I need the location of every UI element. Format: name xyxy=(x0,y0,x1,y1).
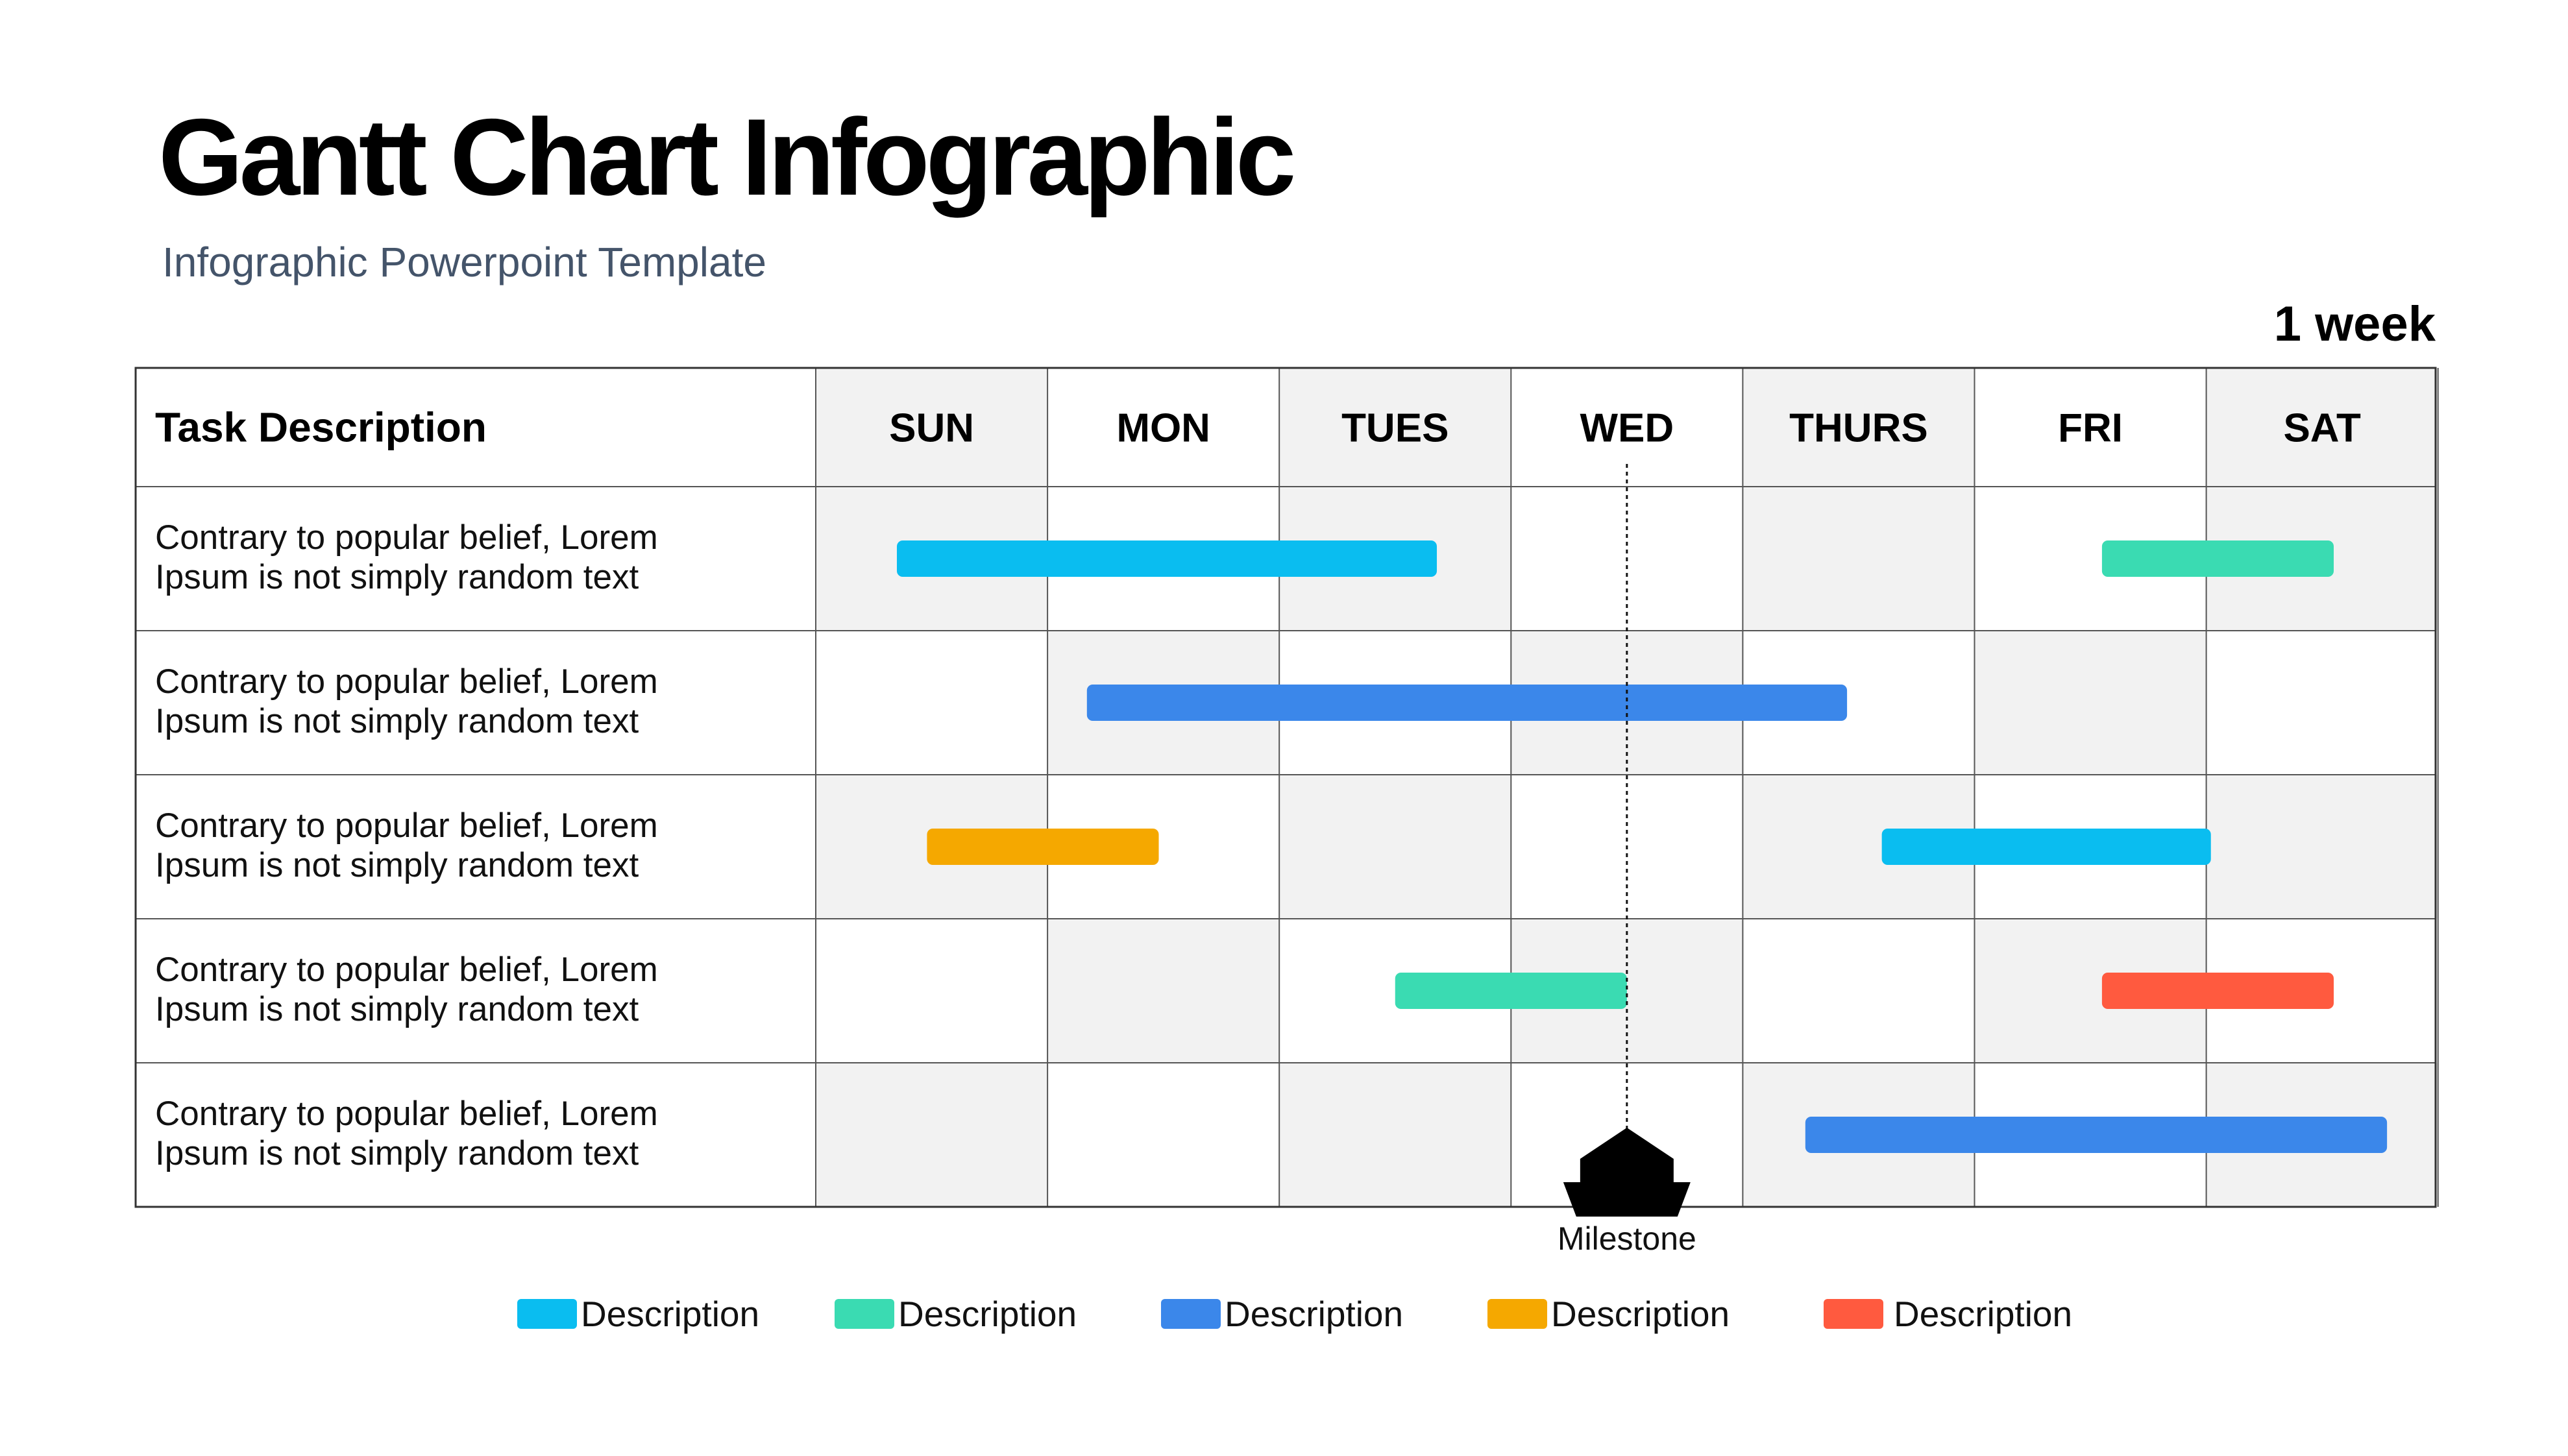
legend-label: Description xyxy=(1551,1294,1730,1334)
day-label-sat: SAT xyxy=(2283,406,2361,451)
task-bar xyxy=(1881,829,2211,865)
grid-cell-shaded xyxy=(1047,919,1280,1063)
day-label-fri: FRI xyxy=(2058,406,2123,451)
grid-cell-shaded xyxy=(816,1063,1048,1207)
task-bar xyxy=(2101,973,2334,1009)
legend-swatch xyxy=(1161,1299,1221,1329)
day-label-tues: TUES xyxy=(1341,406,1449,451)
task-column-header: Task Description xyxy=(155,404,487,451)
task-bar xyxy=(1086,685,1848,721)
legend-item: Description xyxy=(835,1291,1077,1337)
task-description: Contrary to popular belief, Lorem xyxy=(155,951,658,989)
legend-swatch xyxy=(1487,1299,1547,1329)
task-description: Ipsum is not simply random text xyxy=(155,558,639,596)
day-label-sun: SUN xyxy=(889,406,974,451)
day-label-thurs: THURS xyxy=(1789,406,1928,451)
milestone-label: Milestone xyxy=(1558,1220,1696,1257)
legend-swatch xyxy=(517,1299,577,1329)
task-description: Ipsum is not simply random text xyxy=(155,990,639,1028)
task-description: Ipsum is not simply random text xyxy=(155,846,639,884)
task-bar xyxy=(1805,1117,2388,1153)
task-description: Ipsum is not simply random text xyxy=(155,1134,639,1172)
day-label-mon: MON xyxy=(1116,406,1210,451)
task-bar xyxy=(2101,540,2334,577)
grid-cell-shaded xyxy=(1279,1063,1511,1207)
page-subtitle: Infographic Powerpoint Template xyxy=(162,239,766,285)
task-description: Contrary to popular belief, Lorem xyxy=(155,662,658,701)
legend-label: Description xyxy=(898,1294,1077,1334)
grid-cell-shaded xyxy=(1279,775,1511,919)
legend-item: Description xyxy=(1824,1291,2072,1337)
header-cell-shaded xyxy=(1279,368,1511,487)
legend-item: Description xyxy=(1161,1291,1403,1337)
milestone-marker xyxy=(1563,1128,1691,1217)
legend-item: Description xyxy=(1487,1291,1730,1337)
header-cell-shaded xyxy=(2206,368,2438,487)
task-bar xyxy=(927,829,1159,865)
legend-item: Description xyxy=(517,1291,759,1337)
grid-cell-shaded xyxy=(1743,487,1975,631)
task-description: Ipsum is not simply random text xyxy=(155,702,639,740)
task-bar xyxy=(1395,973,1627,1009)
table-border xyxy=(134,367,2437,1208)
legend-swatch xyxy=(1824,1299,1883,1329)
grid-cell-shaded xyxy=(2206,775,2438,919)
task-description: Contrary to popular belief, Lorem xyxy=(155,518,658,557)
legend-swatch xyxy=(835,1299,894,1329)
page-title: Gantt Chart Infographic xyxy=(158,96,1296,218)
task-description: Contrary to popular belief, Lorem xyxy=(155,807,658,845)
legend-label: Description xyxy=(1225,1294,1404,1334)
duration-label: 1 week xyxy=(2273,297,2436,352)
grid-cell-shaded xyxy=(1974,631,2207,775)
task-description: Contrary to popular belief, Lorem xyxy=(155,1095,658,1133)
header-cell-shaded xyxy=(816,368,1048,487)
header-cell-shaded xyxy=(1743,368,1975,487)
legend: Description Description Description Descrip… xyxy=(0,1291,2568,1337)
legend-label: Description xyxy=(1894,1294,2073,1334)
gantt-chart: Task Description SUN MON TUES WED THURS FRI SAT… xyxy=(134,367,2439,1257)
legend-label: Description xyxy=(581,1294,760,1334)
task-bar xyxy=(896,540,1437,577)
day-label-wed: WED xyxy=(1580,406,1674,451)
